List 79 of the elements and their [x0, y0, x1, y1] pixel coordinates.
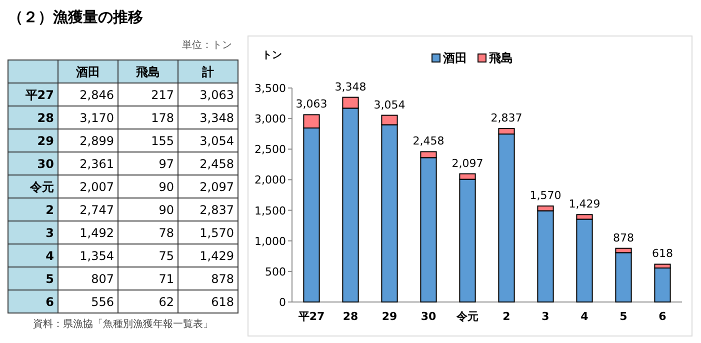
x-tick-label: 30 [420, 310, 436, 323]
text: 資料：県漁協「魚種別漁獲年報一覧表」 [33, 318, 213, 330]
text: 3,170 [80, 111, 114, 125]
text: 97 [158, 157, 174, 171]
y-tick-label: 3,500 [254, 82, 286, 95]
text: 62 [158, 295, 174, 309]
text: 飛島 [135, 65, 160, 79]
text: 1,354 [80, 249, 114, 263]
text: 78 [158, 226, 174, 240]
y-tick-label: 500 [265, 265, 286, 278]
text: 2,361 [80, 157, 114, 171]
category-label: 28 [37, 111, 54, 125]
text: 1,570 [200, 226, 234, 240]
text: 878 [211, 272, 234, 286]
y-tick-label: 1,500 [254, 204, 286, 218]
text: 3,054 [200, 134, 234, 148]
text: 90 [158, 180, 174, 194]
total-label: 1,429 [568, 198, 600, 211]
category-label: 2 [46, 203, 54, 217]
y-tick-label: 2,500 [254, 143, 286, 156]
text: 2,007 [80, 180, 114, 194]
category-label: 平27 [24, 88, 54, 102]
x-tick-label: 4 [580, 310, 589, 323]
legend-label: 酒田 [442, 51, 467, 65]
category-label: 4 [46, 249, 54, 263]
text: 3,063 [200, 88, 234, 102]
x-tick-label: 5 [620, 310, 628, 323]
text: 75 [158, 249, 174, 263]
text: 2,837 [200, 203, 234, 217]
x-tick-label: 令元 [456, 310, 478, 323]
x-tick-label: 平27 [297, 310, 325, 323]
text: 酒田 [75, 65, 100, 79]
bar [615, 252, 632, 302]
text: 2,846 [80, 88, 114, 102]
text: 90 [158, 203, 174, 217]
x-tick-label: 2 [502, 310, 510, 323]
text: 2,097 [200, 180, 234, 194]
total-label: 618 [652, 247, 673, 260]
y-tick-label: 1,000 [254, 234, 286, 248]
bar [654, 268, 671, 302]
x-tick-label: 29 [382, 310, 398, 323]
category-label: 30 [37, 157, 54, 171]
text: 2,899 [80, 134, 114, 148]
category-label: 3 [46, 226, 54, 240]
x-tick-label: 6 [658, 310, 667, 323]
text: 計 [201, 65, 214, 79]
y-tick-label: 2,000 [254, 174, 286, 187]
total-label: 1,570 [530, 189, 562, 202]
y-axis-title: トン [262, 50, 282, 61]
y-tick-label: 0 [279, 296, 286, 309]
category-label: 5 [46, 272, 54, 286]
total-label: 2,097 [452, 156, 484, 170]
category-label: 6 [46, 295, 54, 309]
text: 618 [211, 295, 234, 309]
category-label: 令元 [29, 180, 54, 194]
text: 155 [151, 134, 174, 148]
x-tick-label: 3 [542, 310, 550, 323]
text: 178 [151, 111, 174, 125]
text: 71 [158, 272, 174, 286]
text: 217 [151, 88, 174, 102]
x-tick-label: 28 [342, 310, 358, 323]
text: 556 [91, 295, 114, 309]
total-label: 2,458 [412, 134, 444, 148]
total-label: 3,063 [296, 98, 328, 111]
text: （２）漁獲量の推移 [8, 8, 143, 26]
text: 単位：トン [182, 39, 232, 51]
text: 807 [91, 272, 114, 286]
text: 3,348 [200, 111, 234, 125]
total-label: 3,348 [334, 80, 366, 94]
text: 2,747 [80, 203, 114, 217]
text: 1,429 [200, 249, 234, 263]
category-label: 29 [37, 134, 54, 148]
total-label: 3,054 [374, 98, 406, 112]
total-label: 2,837 [490, 112, 522, 125]
text: 1,492 [80, 226, 114, 240]
legend-label: 飛島 [488, 51, 513, 65]
y-tick-label: 3,000 [254, 112, 286, 126]
text: 2,458 [200, 157, 234, 171]
total-label: 878 [613, 231, 634, 244]
